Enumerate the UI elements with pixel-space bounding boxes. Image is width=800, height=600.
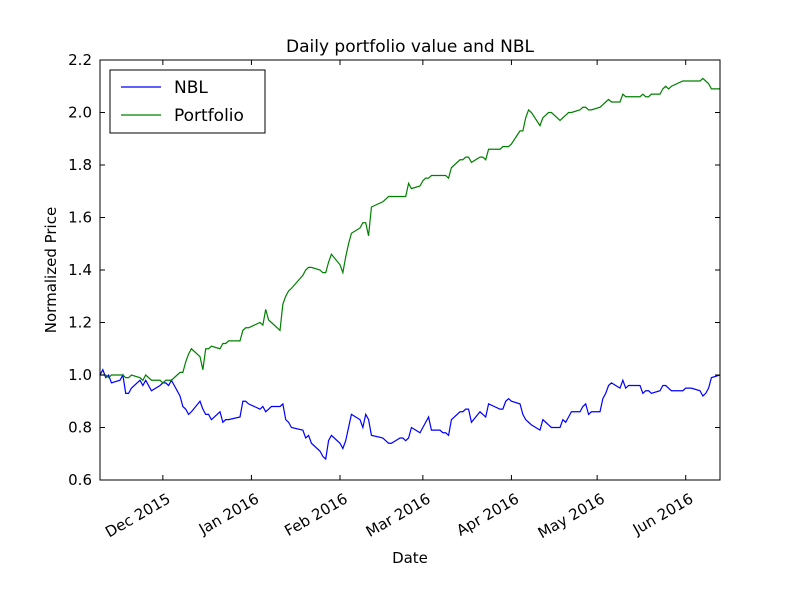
y-tick-label: 1.2 (68, 314, 92, 332)
legend-box (109, 69, 266, 134)
series-line-portfolio (100, 77, 720, 384)
series-layer (100, 77, 720, 461)
y-tick-label: 2.2 (68, 51, 92, 69)
legend-label-nbl: NBL (174, 78, 208, 98)
series-line-nbl (100, 368, 720, 461)
y-tick-label: 0.8 (68, 419, 92, 437)
legend: NBL Portfolio (109, 69, 266, 134)
y-tick-label: 1.8 (68, 156, 92, 174)
y-tick-label: 0.6 (68, 471, 92, 489)
y-tick-label: 2.0 (68, 104, 92, 122)
y-tick-label: 1.0 (68, 366, 92, 384)
y-tick-label: 1.6 (68, 209, 92, 227)
y-tick-label: 1.4 (68, 261, 92, 279)
chart-title: Daily portfolio value and NBL (286, 37, 535, 57)
legend-label-portfolio: Portfolio (174, 106, 244, 126)
x-axis-label: Date (392, 549, 428, 567)
y-axis-label: Normalized Price (42, 207, 60, 333)
